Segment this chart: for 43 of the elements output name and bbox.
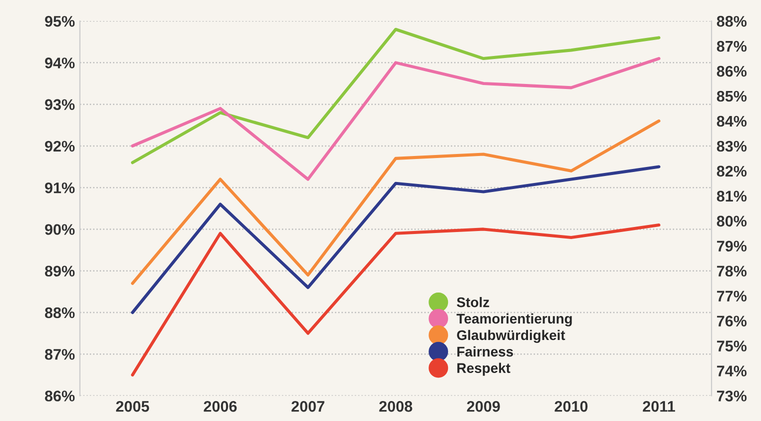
x-tick-label: 2006 (204, 401, 237, 412)
y2-tick-label: 84% (716, 116, 747, 127)
y2-tick-label: 82% (716, 166, 747, 177)
x-tick-label: 2005 (116, 401, 150, 412)
y2-tick-label: 75% (717, 340, 747, 352)
y-tick-label: 91% (44, 182, 75, 194)
x-tick-label: 2011 (642, 401, 676, 412)
y2-tick-label: 76% (717, 316, 747, 326)
y-tick-label: 89% (44, 266, 75, 277)
y2-tick-label: 78% (717, 266, 747, 277)
y-tick-label: 95% (44, 16, 75, 27)
line-series (131, 224, 660, 376)
y2-tick-label: 73% (717, 390, 747, 402)
y-tick-label: 88% (44, 307, 75, 318)
y-tick-label: 93% (44, 99, 75, 110)
y2-tick-label: 80% (716, 216, 747, 227)
line-series (131, 56, 660, 181)
legend-label: Respekt (457, 362, 510, 376)
y2-tick-label: 81% (716, 190, 747, 202)
x-tick-label: 2008 (379, 401, 412, 412)
y2-tick-label: 86% (716, 66, 747, 77)
y2-tick-label: 74% (717, 366, 747, 376)
y-tick-label: 94% (44, 58, 75, 68)
x-tick-label: 2009 (466, 401, 500, 412)
y-tick-label: 86% (44, 390, 75, 402)
y2-tick-label: 87% (716, 40, 747, 52)
legend-label: Stolz (456, 297, 490, 308)
y2-tick-label: 83% (716, 140, 747, 152)
y-tick-label: 92% (44, 140, 75, 152)
x-tick-label: 2010 (554, 401, 588, 412)
legend-label: Glaubwürdigkeit (457, 330, 566, 343)
y2-tick-label: 77% (717, 290, 747, 302)
x-tick-label: 2007 (292, 401, 324, 412)
legend-label: Teamorientierung (456, 313, 572, 326)
line-series (131, 28, 660, 164)
line-series (131, 165, 660, 314)
y-tick-label: 90% (44, 224, 75, 235)
y2-tick-label: 79% (717, 240, 747, 252)
y2-tick-label: 88% (716, 16, 747, 27)
y2-tick-label: 85% (716, 90, 747, 102)
y-tick-label: 87% (44, 348, 75, 360)
legend-label: Fairness (457, 346, 513, 357)
line-series (131, 119, 660, 285)
